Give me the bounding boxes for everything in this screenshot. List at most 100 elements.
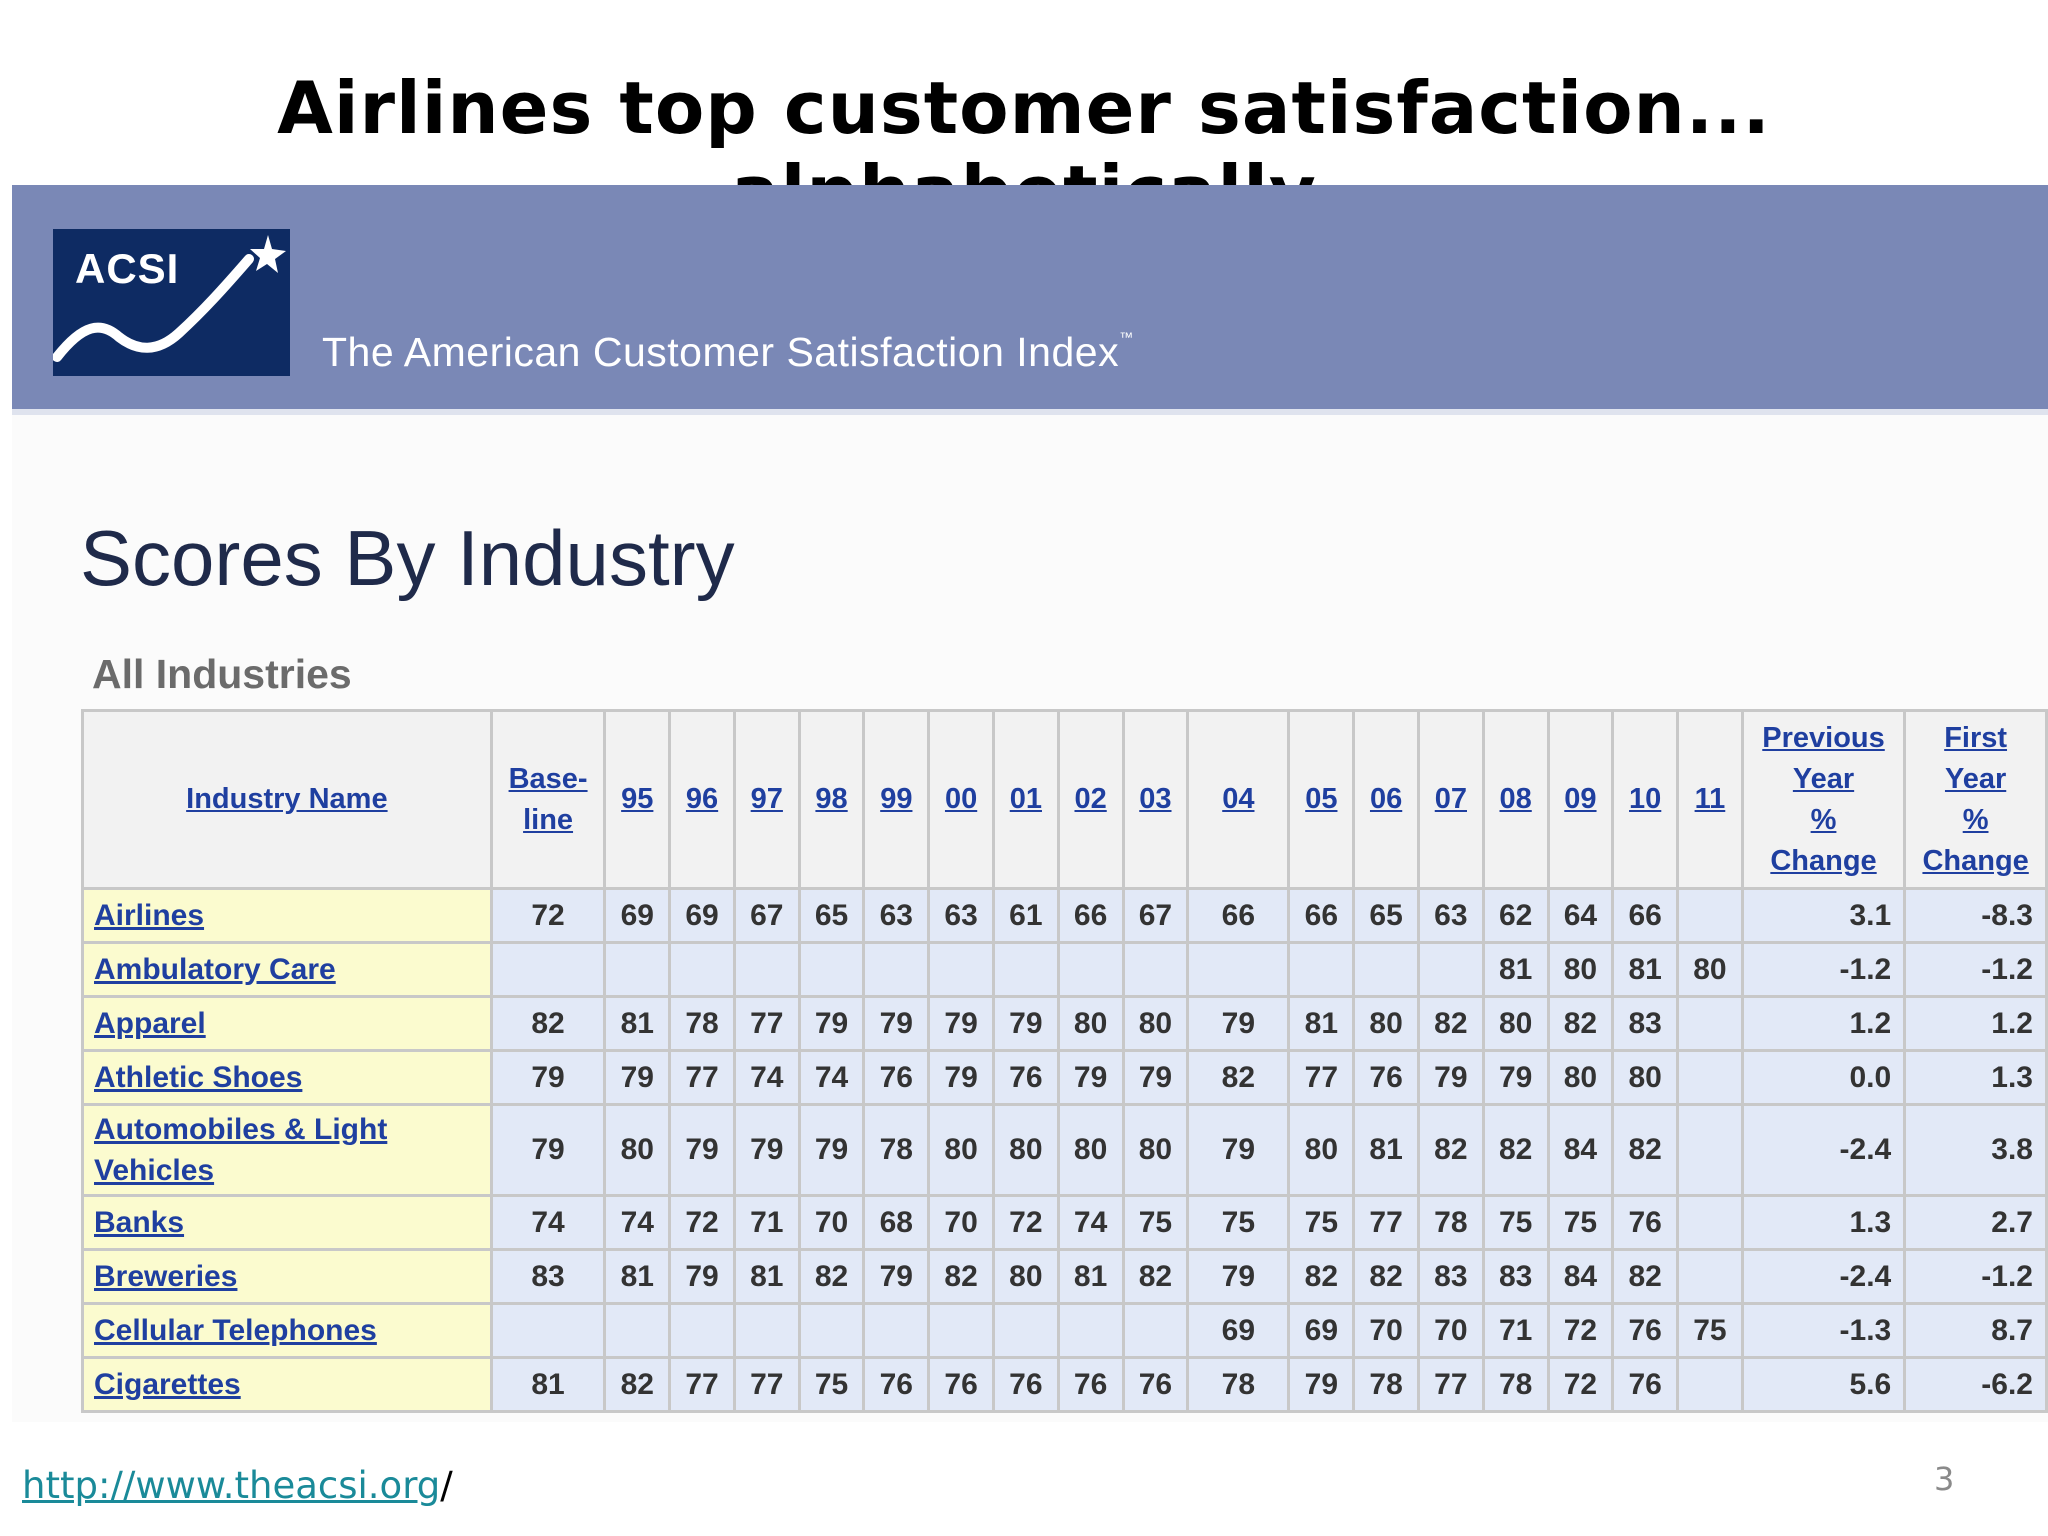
industry-name-cell[interactable]: Apparel bbox=[81, 995, 493, 1052]
score-cell-01: 79 bbox=[991, 995, 1060, 1052]
score-cell-03: 80 bbox=[1121, 1103, 1190, 1197]
score-cell-05: 75 bbox=[1287, 1194, 1356, 1251]
header-industry-name[interactable]: Industry Name bbox=[81, 709, 493, 890]
header-year-02[interactable]: 02 bbox=[1056, 709, 1125, 890]
score-cell-02: 76 bbox=[1056, 1356, 1125, 1413]
industry-name-link[interactable]: Apparel bbox=[94, 1007, 206, 1040]
header-year-04[interactable]: 04 bbox=[1186, 709, 1291, 890]
industry-name-cell[interactable]: Cellular Telephones bbox=[81, 1302, 493, 1359]
header-year-08-label: 08 bbox=[1499, 783, 1532, 815]
score-cell-00: 70 bbox=[927, 1194, 995, 1251]
industry-name-cell[interactable]: Athletic Shoes bbox=[81, 1049, 493, 1106]
acsi-logo[interactable]: ACSI bbox=[53, 229, 290, 376]
score-cell-06: 70 bbox=[1352, 1302, 1420, 1359]
score-cell-08: 80 bbox=[1481, 995, 1550, 1052]
score-cell-10: 66 bbox=[1611, 887, 1680, 944]
header-year-97[interactable]: 97 bbox=[732, 709, 801, 890]
header-previous-year-change-label: Previous bbox=[1762, 721, 1885, 754]
industry-name-link[interactable]: Airlines bbox=[94, 899, 205, 932]
score-cell-96 bbox=[668, 941, 736, 998]
industry-name-cell[interactable]: Airlines bbox=[81, 887, 493, 944]
score-cell-98 bbox=[797, 941, 866, 998]
score-cell-97 bbox=[732, 1302, 801, 1359]
first-year-change-cell: 1.3 bbox=[1903, 1049, 2048, 1106]
score-cell-09: 72 bbox=[1546, 1356, 1615, 1413]
score-cell-07: 78 bbox=[1416, 1194, 1485, 1251]
score-cell-03: 82 bbox=[1121, 1248, 1190, 1305]
industry-name-link[interactable]: Cellular Telephones bbox=[94, 1314, 377, 1347]
score-cell-04: 82 bbox=[1186, 1049, 1291, 1106]
header-year-00[interactable]: 00 bbox=[927, 709, 995, 890]
score-cell-96: 77 bbox=[668, 1356, 736, 1413]
industry-name-link[interactable]: Banks bbox=[94, 1206, 185, 1239]
score-cell-01 bbox=[991, 1302, 1060, 1359]
header-year-11-label: 11 bbox=[1694, 783, 1726, 815]
score-cell-95: 81 bbox=[603, 1248, 672, 1305]
score-cell-06: 65 bbox=[1352, 887, 1420, 944]
score-cell-04: 78 bbox=[1186, 1356, 1291, 1413]
header-year-05[interactable]: 05 bbox=[1287, 709, 1356, 890]
score-cell-97: 77 bbox=[732, 995, 801, 1052]
header-baseline[interactable]: Base-line bbox=[489, 709, 607, 890]
table-row: Airlines 72 69 69 67 65 63 63 61 66 67 66 66 65 63 62 64… bbox=[81, 887, 2048, 944]
first-year-change-cell: 2.7 bbox=[1903, 1194, 2048, 1251]
table-row: Cellular Telephones 69 69 70 70 71 72 76 75 -1.3 8… bbox=[81, 1302, 2048, 1359]
industry-name-cell[interactable]: Banks bbox=[81, 1194, 493, 1251]
logo-text: ACSI bbox=[75, 245, 180, 292]
baseline-score-cell: 83 bbox=[489, 1248, 607, 1305]
header-previous-year-change-label: Year bbox=[1792, 762, 1855, 795]
score-cell-03 bbox=[1121, 1302, 1190, 1359]
industry-name-cell[interactable]: Ambulatory Care bbox=[81, 941, 493, 998]
header-year-07-label: 07 bbox=[1434, 783, 1467, 815]
industry-scores-table: Industry Name Base-line 95 96 97 98 99 00 01 02 03… bbox=[81, 709, 2048, 1413]
score-cell-00: 79 bbox=[927, 1049, 995, 1106]
first-year-change-cell: -8.3 bbox=[1903, 887, 2048, 944]
first-year-change-cell: -6.2 bbox=[1903, 1356, 2048, 1413]
industry-name-link[interactable]: Cigarettes bbox=[94, 1368, 241, 1401]
header-year-03[interactable]: 03 bbox=[1121, 709, 1190, 890]
header-first-year-change-label: % bbox=[1962, 803, 1989, 836]
header-year-95[interactable]: 95 bbox=[603, 709, 672, 890]
header-year-03-label: 03 bbox=[1139, 783, 1172, 815]
header-year-02-label: 02 bbox=[1074, 783, 1107, 815]
score-cell-95 bbox=[603, 1302, 672, 1359]
header-year-10[interactable]: 10 bbox=[1611, 709, 1680, 890]
score-cell-10: 80 bbox=[1611, 1049, 1680, 1106]
previous-year-change-cell: 1.2 bbox=[1740, 995, 1907, 1052]
industry-name-link[interactable]: Vehicles bbox=[94, 1154, 215, 1187]
header-year-96[interactable]: 96 bbox=[668, 709, 736, 890]
score-cell-98 bbox=[797, 1302, 866, 1359]
score-cell-95 bbox=[603, 941, 672, 998]
industry-name-link[interactable]: Breweries bbox=[94, 1260, 238, 1293]
header-year-09[interactable]: 09 bbox=[1546, 709, 1615, 890]
score-cell-96: 79 bbox=[668, 1103, 736, 1197]
baseline-score-cell: 81 bbox=[489, 1356, 607, 1413]
header-year-11[interactable]: 11 bbox=[1676, 709, 1744, 890]
header-year-96-label: 96 bbox=[685, 783, 719, 815]
industry-name-link[interactable]: Automobiles & Light bbox=[94, 1113, 388, 1146]
score-cell-98: 75 bbox=[797, 1356, 866, 1413]
score-cell-02: 80 bbox=[1056, 995, 1125, 1052]
score-cell-11 bbox=[1676, 1049, 1744, 1106]
header-previous-year-change[interactable]: Previous Year% Change bbox=[1740, 709, 1907, 890]
first-year-change-cell: -1.2 bbox=[1903, 941, 2048, 998]
score-cell-04: 66 bbox=[1186, 887, 1291, 944]
acsi-website-link[interactable]: http://www.theacsi.org bbox=[22, 1464, 441, 1507]
industry-name-cell[interactable]: Breweries bbox=[81, 1248, 493, 1305]
industry-name-link[interactable]: Ambulatory Care bbox=[94, 953, 336, 986]
score-cell-97: 71 bbox=[732, 1194, 801, 1251]
score-cell-95: 74 bbox=[603, 1194, 672, 1251]
score-cell-08: 78 bbox=[1481, 1356, 1550, 1413]
header-year-98[interactable]: 98 bbox=[797, 709, 866, 890]
industry-name-cell[interactable]: Cigarettes bbox=[81, 1356, 493, 1413]
score-cell-08: 75 bbox=[1481, 1194, 1550, 1251]
score-cell-09: 80 bbox=[1546, 941, 1615, 998]
industry-name-cell[interactable]: Automobiles & Light Vehicles bbox=[81, 1103, 493, 1197]
header-year-07[interactable]: 07 bbox=[1416, 709, 1485, 890]
header-year-99[interactable]: 99 bbox=[862, 709, 931, 890]
header-year-06[interactable]: 06 bbox=[1352, 709, 1420, 890]
industry-name-link[interactable]: Athletic Shoes bbox=[94, 1061, 303, 1094]
header-year-01[interactable]: 01 bbox=[991, 709, 1060, 890]
header-first-year-change[interactable]: First Year% Change bbox=[1903, 709, 2048, 890]
header-year-08[interactable]: 08 bbox=[1481, 709, 1550, 890]
